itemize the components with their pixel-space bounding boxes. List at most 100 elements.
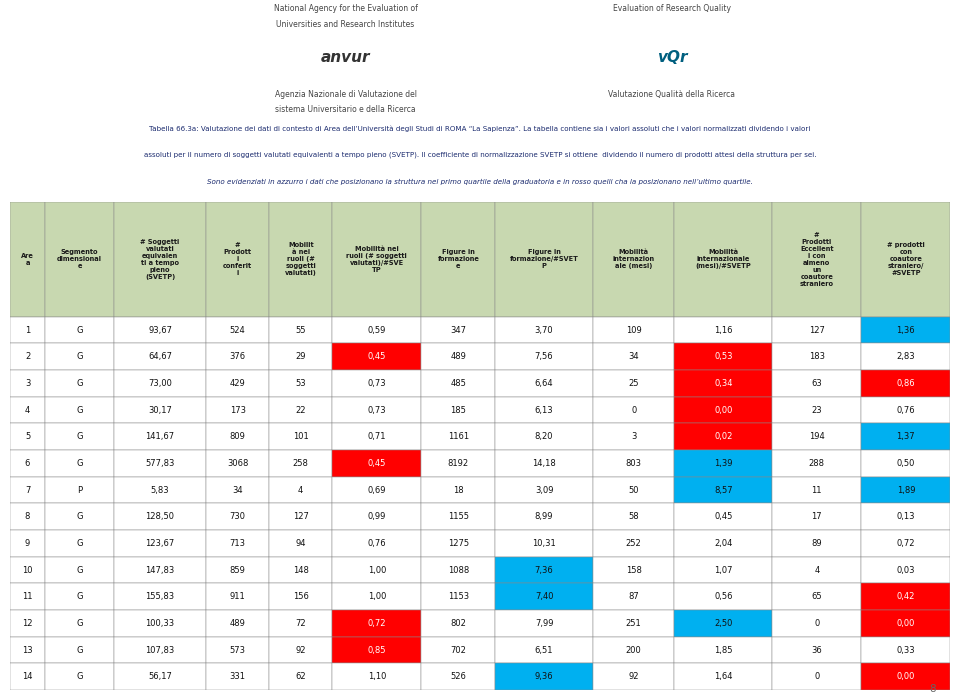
Text: Mobilità
internazion
ale (mesi): Mobilità internazion ale (mesi): [612, 250, 655, 270]
Text: 429: 429: [229, 379, 246, 388]
Bar: [269, 477, 332, 503]
Text: Universities and Research Institutes: Universities and Research Institutes: [276, 20, 415, 29]
Text: Figure in
formazione
e: Figure in formazione e: [438, 250, 479, 270]
Bar: [332, 316, 421, 344]
Text: 6,13: 6,13: [535, 406, 553, 415]
Bar: [772, 370, 861, 397]
Text: 7,36: 7,36: [535, 565, 554, 574]
Text: 7,99: 7,99: [535, 619, 553, 628]
Text: 730: 730: [229, 512, 246, 521]
Text: 156: 156: [293, 592, 309, 602]
Text: 155,83: 155,83: [146, 592, 175, 602]
Bar: [593, 503, 675, 530]
Bar: [269, 344, 332, 370]
Text: G: G: [77, 592, 83, 602]
Text: 911: 911: [229, 592, 246, 602]
Text: 0,03: 0,03: [897, 565, 915, 574]
Bar: [206, 530, 269, 557]
Bar: [593, 316, 675, 344]
Bar: [45, 664, 114, 690]
Text: G: G: [77, 565, 83, 574]
Text: 92: 92: [629, 672, 639, 681]
Bar: [206, 477, 269, 503]
Bar: [269, 503, 332, 530]
Bar: [45, 637, 114, 664]
Text: 127: 127: [809, 325, 825, 335]
Bar: [495, 610, 593, 637]
Bar: [114, 370, 206, 397]
Bar: [10, 557, 45, 583]
Text: 55: 55: [296, 325, 306, 335]
Bar: [114, 637, 206, 664]
Text: 30,17: 30,17: [148, 406, 172, 415]
Bar: [114, 664, 206, 690]
Text: 485: 485: [450, 379, 467, 388]
Text: 63: 63: [811, 379, 822, 388]
Text: 25: 25: [629, 379, 639, 388]
Text: 34: 34: [629, 352, 639, 361]
Text: 5,83: 5,83: [151, 486, 169, 495]
Bar: [332, 503, 421, 530]
Bar: [593, 610, 675, 637]
Bar: [114, 477, 206, 503]
Bar: [861, 424, 950, 450]
Bar: [495, 637, 593, 664]
Bar: [593, 557, 675, 583]
Bar: [593, 344, 675, 370]
Text: 58: 58: [629, 512, 639, 521]
Text: 526: 526: [450, 672, 467, 681]
Bar: [421, 610, 495, 637]
Text: 62: 62: [296, 672, 306, 681]
Bar: [45, 450, 114, 477]
Text: G: G: [77, 406, 83, 415]
Bar: [861, 557, 950, 583]
Text: G: G: [77, 432, 83, 441]
Text: 0,73: 0,73: [368, 379, 386, 388]
Text: anvur: anvur: [321, 50, 371, 66]
Bar: [593, 397, 675, 423]
Text: 4: 4: [299, 486, 303, 495]
Bar: [675, 477, 772, 503]
Text: 0,69: 0,69: [368, 486, 386, 495]
Text: 72: 72: [296, 619, 306, 628]
Bar: [114, 397, 206, 423]
Text: 1275: 1275: [447, 539, 468, 548]
Bar: [332, 344, 421, 370]
Bar: [675, 557, 772, 583]
Bar: [495, 503, 593, 530]
Bar: [772, 637, 861, 664]
Bar: [675, 424, 772, 450]
Text: 1,39: 1,39: [714, 459, 732, 468]
Text: 8,20: 8,20: [535, 432, 553, 441]
Bar: [45, 503, 114, 530]
Bar: [332, 530, 421, 557]
Bar: [861, 397, 950, 423]
Text: 347: 347: [450, 325, 467, 335]
Text: 6: 6: [25, 459, 30, 468]
Bar: [772, 397, 861, 423]
Bar: [495, 344, 593, 370]
Bar: [861, 610, 950, 637]
Bar: [114, 316, 206, 344]
Bar: [10, 450, 45, 477]
Text: 148: 148: [293, 565, 309, 574]
Bar: [45, 202, 114, 316]
Bar: [114, 583, 206, 610]
Bar: [593, 450, 675, 477]
Text: 93,67: 93,67: [148, 325, 172, 335]
Bar: [269, 397, 332, 423]
Bar: [269, 370, 332, 397]
Text: 9: 9: [25, 539, 30, 548]
Text: 3068: 3068: [228, 459, 249, 468]
Bar: [772, 424, 861, 450]
Bar: [593, 583, 675, 610]
Bar: [421, 637, 495, 664]
Bar: [332, 610, 421, 637]
Text: 6,64: 6,64: [535, 379, 553, 388]
Bar: [861, 583, 950, 610]
Bar: [593, 530, 675, 557]
Bar: [772, 316, 861, 344]
Bar: [772, 202, 861, 316]
Text: 0,53: 0,53: [714, 352, 732, 361]
Bar: [495, 370, 593, 397]
